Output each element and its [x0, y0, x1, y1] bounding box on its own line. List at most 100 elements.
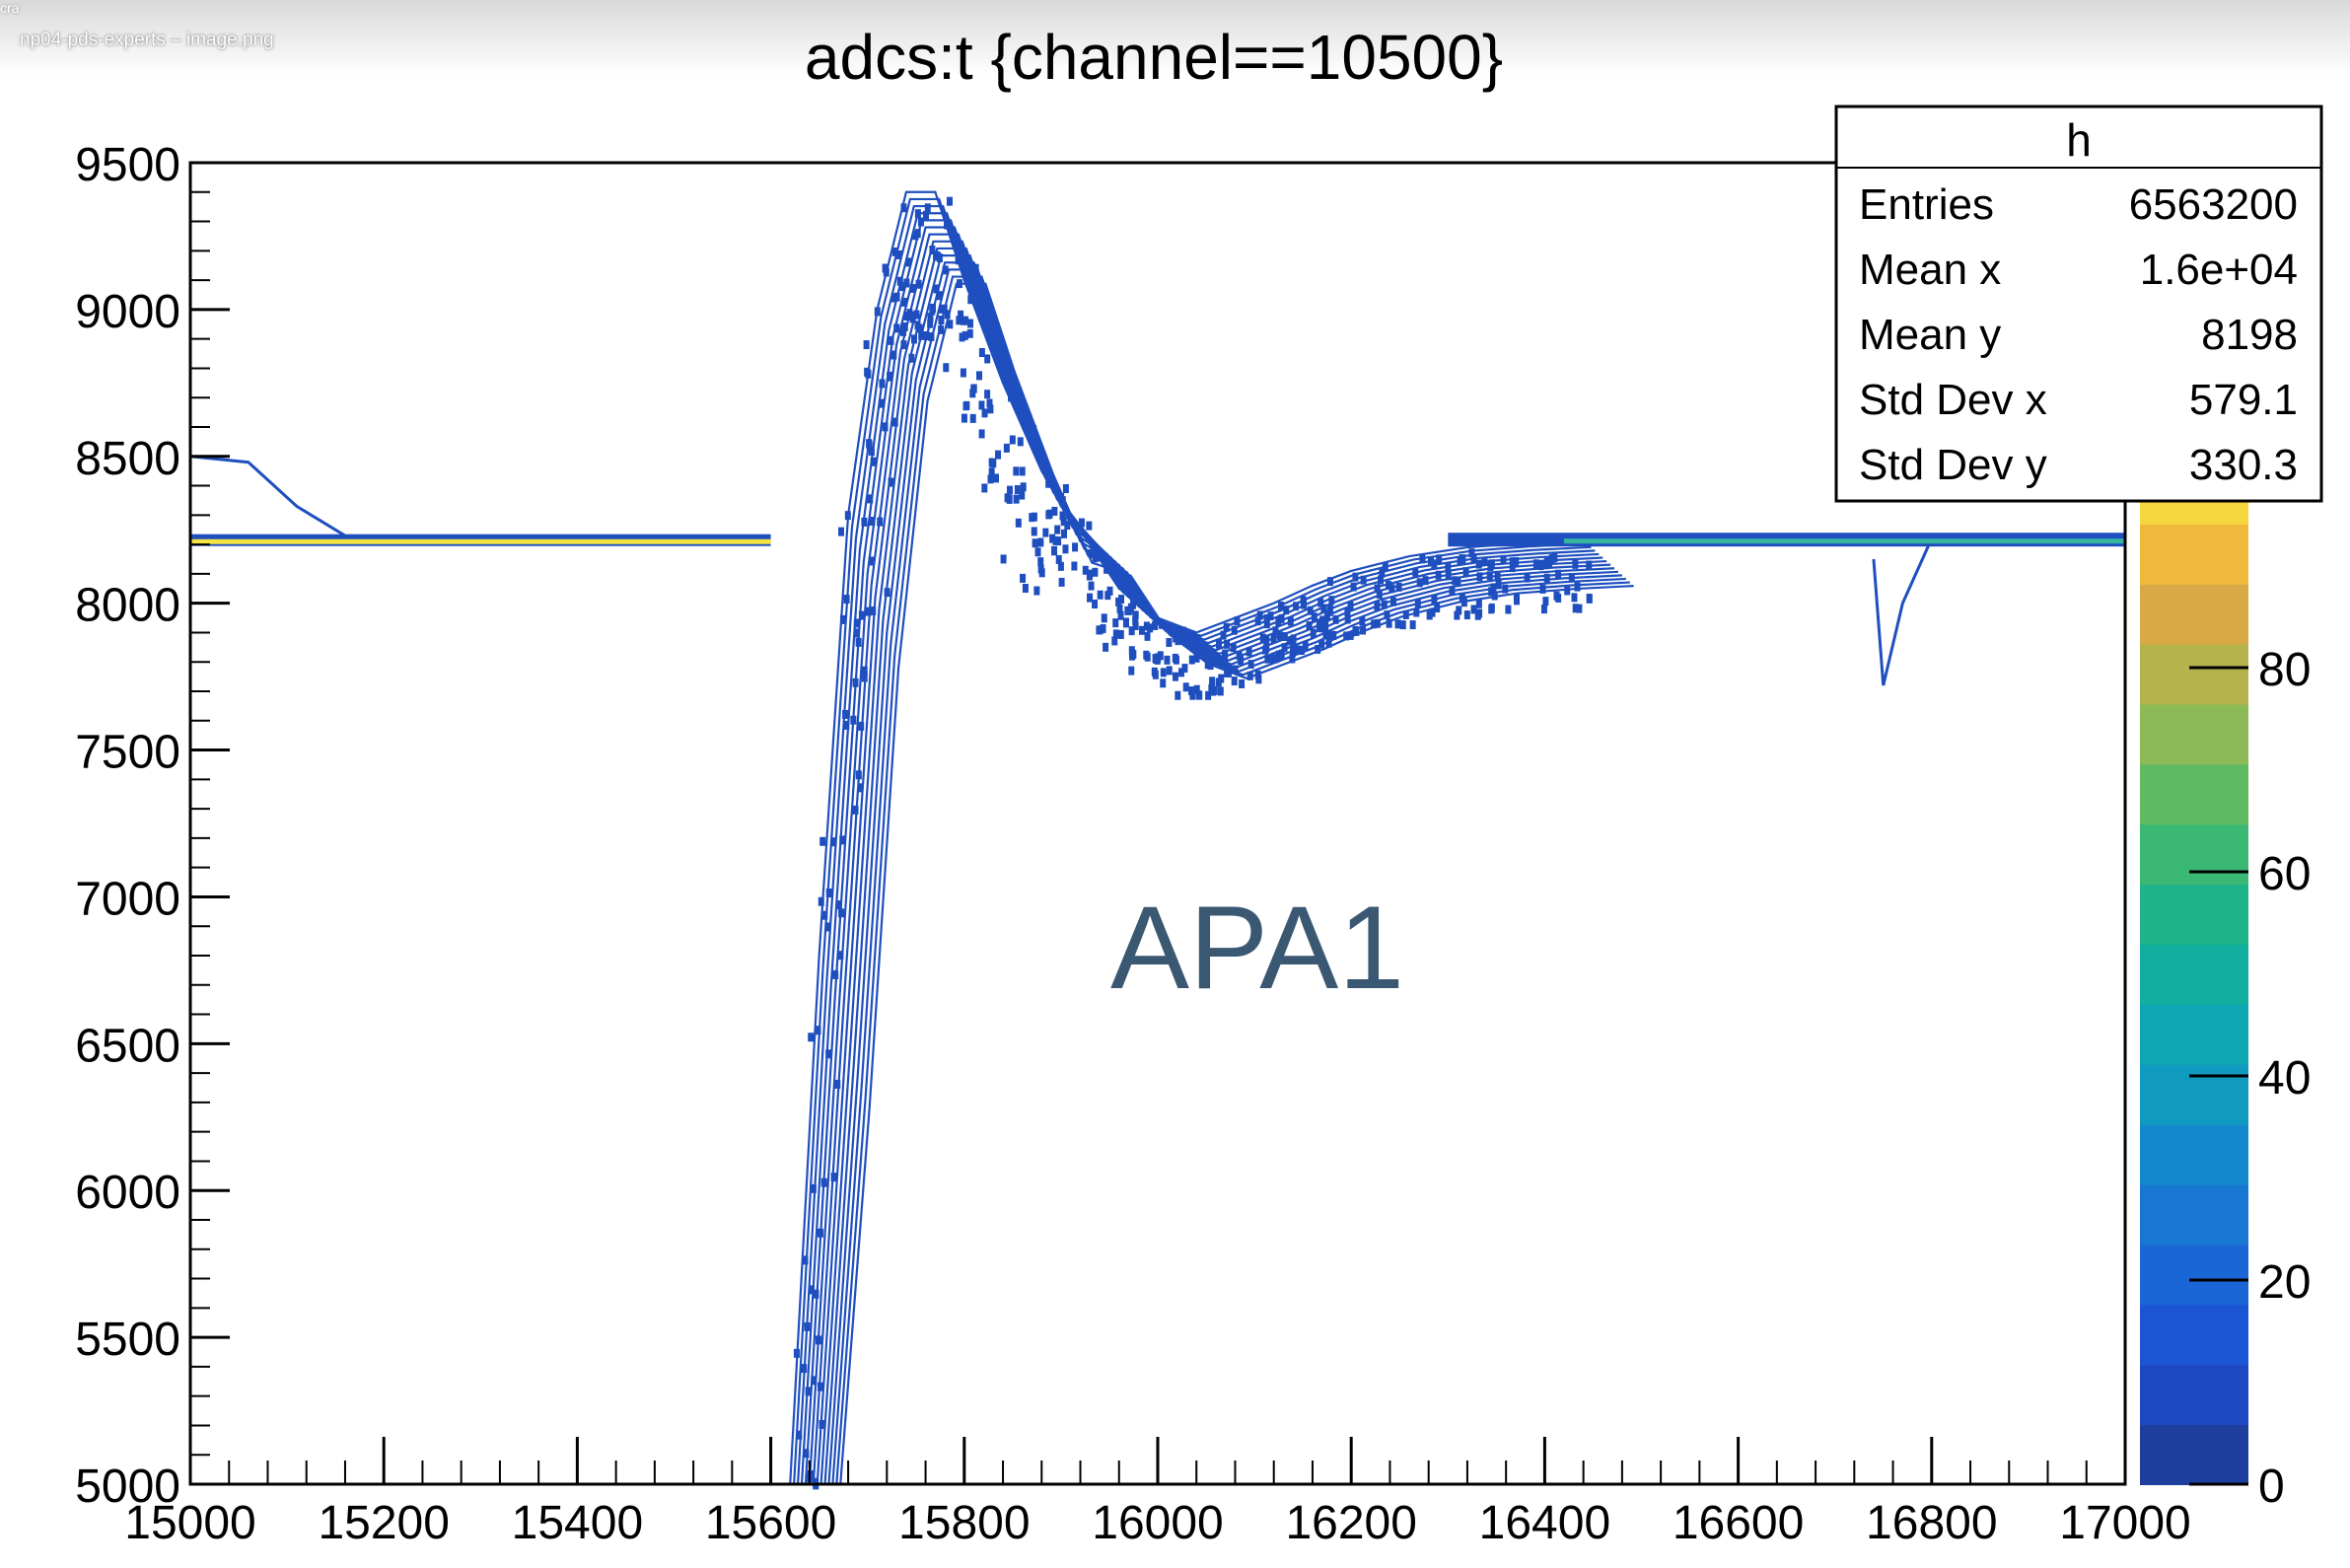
stats-row-label: Mean x [1859, 246, 2001, 294]
density-cell [1049, 534, 1056, 543]
density-cell [1564, 586, 1571, 596]
density-cell [1350, 582, 1357, 592]
stats-box: h Entries 6563200 Mean x 1.6e+04 Mean y 8198 S… [1834, 105, 2323, 503]
density-cell [1128, 626, 1135, 636]
density-cell [830, 837, 837, 847]
density-cell [1205, 690, 1212, 700]
waveform-envelope [831, 268, 1626, 1485]
density-cell [1360, 625, 1367, 635]
density-cell [1019, 490, 1026, 500]
density-cell [1147, 623, 1154, 633]
density-cell [1281, 643, 1288, 653]
y-tick-label: 5000 [75, 1461, 180, 1513]
density-cell [808, 1033, 815, 1042]
x-tick-label: 16400 [1479, 1497, 1610, 1549]
density-cell [1553, 591, 1560, 601]
density-cell [1576, 604, 1583, 613]
density-cell [1468, 548, 1475, 558]
stats-row-value: 330.3 [2189, 441, 2298, 489]
initial-drift [189, 455, 346, 537]
density-cell [1574, 582, 1581, 592]
window-title-bar: cra np04-pds-experts – image.png [0, 0, 2350, 108]
density-cell [1060, 529, 1067, 538]
density-cell [1384, 610, 1390, 620]
density-cell [1343, 631, 1350, 641]
density-cell [901, 297, 908, 307]
window-corner-text: cra [0, 0, 20, 16]
density-cell [1153, 655, 1160, 665]
late-spike [1872, 537, 1934, 686]
density-cell [1283, 606, 1290, 615]
waveform-envelope [789, 190, 1584, 1485]
stats-box-name: h [2066, 114, 2092, 166]
density-cell [1088, 549, 1095, 559]
density-cell [1470, 605, 1477, 614]
density-cell [1371, 619, 1378, 629]
baseline-band [190, 533, 2125, 547]
density-cell [1059, 511, 1066, 521]
x-tick-label: 17000 [2059, 1497, 2190, 1549]
density-cell [1017, 437, 1024, 447]
density-cell [853, 628, 860, 638]
density-cell [1231, 625, 1238, 635]
density-cell [988, 467, 995, 477]
y-tick-label: 8000 [75, 580, 180, 632]
stats-row-value: 6563200 [2129, 180, 2298, 229]
density-cell [1188, 655, 1195, 665]
density-cell [1189, 690, 1196, 700]
density-cell [1539, 584, 1546, 594]
density-cell [1006, 485, 1013, 495]
density-cell [857, 783, 864, 793]
density-cell [890, 350, 897, 360]
waveform-envelope [819, 247, 1615, 1485]
density-cell [1210, 686, 1217, 696]
density-cell [1031, 512, 1037, 522]
density-cell [1064, 521, 1071, 531]
density-cell [843, 720, 850, 730]
density-cell [984, 390, 991, 399]
density-cell [1223, 622, 1230, 632]
x-tick-label: 15800 [898, 1497, 1030, 1549]
density-cell [943, 363, 950, 373]
density-cell [1332, 614, 1339, 624]
density-cell [1072, 542, 1079, 552]
y-tick-label: 8500 [75, 433, 180, 485]
axis-ticks: 15000 15200 15400 15600 15800 16000 16200 16400… [75, 139, 2191, 1549]
density-cell [899, 282, 906, 292]
x-tick-label: 16200 [1285, 1497, 1416, 1549]
density-cell [1395, 582, 1402, 592]
density-cell [1476, 572, 1483, 582]
density-cell [858, 610, 865, 620]
density-cell [1394, 619, 1401, 629]
density-cell [1092, 567, 1099, 577]
x-tick-label: 15000 [124, 1497, 255, 1549]
density-cell [1172, 672, 1178, 681]
density-cell [1034, 547, 1041, 557]
density-cell [825, 889, 832, 898]
density-cell [987, 474, 994, 484]
density-cell [1322, 630, 1329, 640]
colorbar-stripe [2140, 1304, 2248, 1366]
density-cell [1042, 528, 1049, 537]
density-cell [978, 348, 985, 358]
density-cell [1328, 596, 1335, 606]
density-cell [1475, 599, 1482, 608]
density-cell [818, 896, 824, 906]
density-cell [1088, 581, 1095, 591]
density-cell [813, 1477, 819, 1487]
density-cell [984, 354, 991, 364]
density-cell [988, 458, 995, 467]
density-cell [837, 951, 844, 961]
x-tick-label: 16000 [1092, 1497, 1223, 1549]
density-cell [863, 340, 870, 350]
y-tick-label: 9500 [75, 139, 180, 191]
density-cell [1542, 597, 1549, 606]
density-cell [1004, 493, 1011, 503]
density-cell [1344, 614, 1351, 624]
density-cell [960, 316, 966, 325]
density-cell [900, 340, 907, 350]
density-cell [1013, 494, 1020, 504]
density-cell [891, 417, 898, 427]
density-cell [1122, 617, 1129, 627]
density-cell [1409, 620, 1416, 630]
